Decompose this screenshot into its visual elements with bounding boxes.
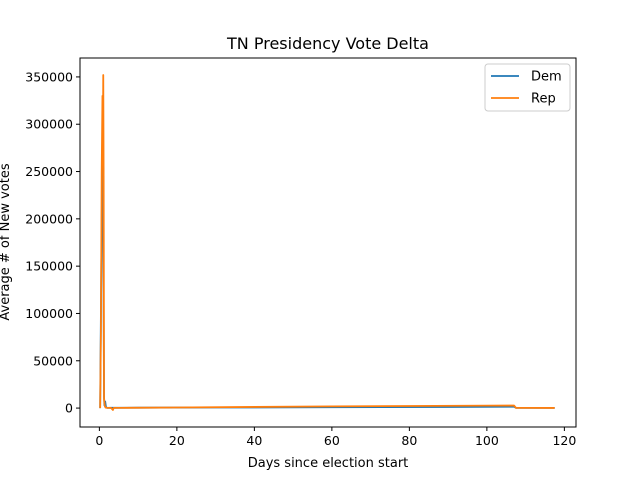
y-tick-label: 50000 xyxy=(33,353,73,368)
y-tick-label: 200000 xyxy=(25,211,73,226)
y-tick-label: 250000 xyxy=(25,164,73,179)
x-tick-label: 120 xyxy=(552,433,576,448)
x-tick-label: 40 xyxy=(246,433,262,448)
x-axis-label: Days since election start xyxy=(248,456,409,471)
plot-frame xyxy=(79,57,577,428)
y-tick-label: 100000 xyxy=(25,306,73,321)
legend-label-rep: Rep xyxy=(531,92,556,107)
x-tick-label: 100 xyxy=(475,433,499,448)
y-tick-label: 300000 xyxy=(25,117,73,132)
y-tick-label: 0 xyxy=(65,401,73,416)
chart-title: TN Presidency Vote Delta xyxy=(226,34,429,53)
plot-area xyxy=(79,57,577,428)
y-tick-label: 350000 xyxy=(25,69,73,84)
x-tick-label: 0 xyxy=(95,433,103,448)
x-tick-label: 60 xyxy=(324,433,340,448)
legend-items: Dem Rep xyxy=(491,70,562,107)
y-axis-label: Average # of New votes xyxy=(0,163,13,320)
legend-label-dem: Dem xyxy=(531,70,562,85)
y-axis-ticks: 0 50000 100000 150000 200000 250000 300000 3500… xyxy=(25,69,80,416)
x-axis-ticks: 0 20 40 60 80 100 120 xyxy=(95,427,576,448)
series-line-rep xyxy=(99,74,555,411)
series-layer xyxy=(99,74,555,411)
x-tick-label: 20 xyxy=(169,433,185,448)
legend: Dem Rep xyxy=(484,63,571,112)
y-tick-label: 150000 xyxy=(25,259,73,274)
x-tick-label: 80 xyxy=(401,433,417,448)
